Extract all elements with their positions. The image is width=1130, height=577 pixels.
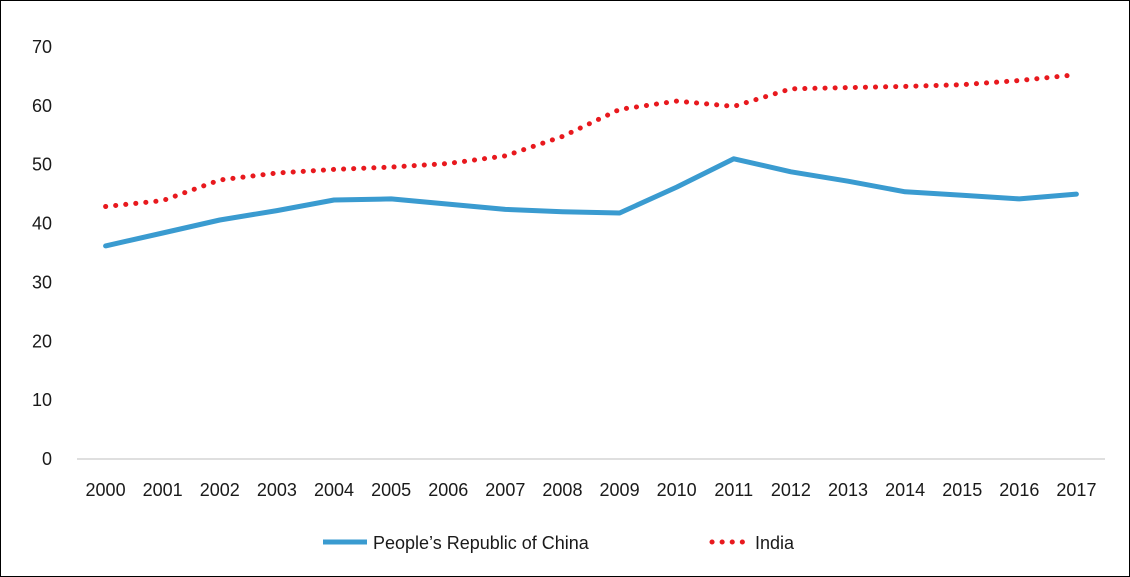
x-tick-label: 2000 (86, 480, 126, 500)
x-tick-label: 2004 (314, 480, 354, 500)
x-tick-label: 2011 (714, 480, 753, 500)
x-tick-label: 2009 (600, 480, 640, 500)
x-tick-label: 2001 (143, 480, 183, 500)
y-tick-label: 0 (42, 449, 52, 469)
x-tick-label: 2014 (885, 480, 925, 500)
series-lines (103, 72, 1079, 249)
x-tick-label: 2006 (428, 480, 468, 500)
series-line-china (103, 156, 1079, 249)
x-tick-label: 2003 (257, 480, 297, 500)
legend-label: People’s Republic of China (373, 533, 590, 553)
y-tick-label: 20 (32, 331, 52, 351)
x-tick-label: 2017 (1056, 480, 1096, 500)
x-tick-label: 2002 (200, 480, 240, 500)
y-tick-label: 70 (32, 37, 52, 57)
y-tick-label: 10 (32, 390, 52, 410)
x-tick-label: 2013 (828, 480, 868, 500)
x-tick-label: 2012 (771, 480, 811, 500)
y-tick-label: 60 (32, 96, 52, 116)
x-axis-tick-labels: 2000 2001 2002 2003 2004 2005 2006 2007 2008 2009… (86, 480, 1097, 500)
y-tick-label: 40 (32, 214, 52, 234)
x-tick-label: 2007 (485, 480, 525, 500)
x-tick-label: 2016 (999, 480, 1039, 500)
y-tick-label: 30 (32, 272, 52, 292)
legend-label: India (755, 533, 795, 553)
y-tick-label: 50 (32, 155, 52, 175)
legend: People’s Republic of China India (323, 533, 795, 553)
x-tick-label: 2010 (657, 480, 697, 500)
x-tick-label: 2008 (542, 480, 582, 500)
series-line-india (103, 72, 1079, 209)
x-tick-label: 2015 (942, 480, 982, 500)
y-axis-tick-labels: 0 10 20 30 40 50 60 70 (32, 37, 52, 469)
x-tick-label: 2005 (371, 480, 411, 500)
